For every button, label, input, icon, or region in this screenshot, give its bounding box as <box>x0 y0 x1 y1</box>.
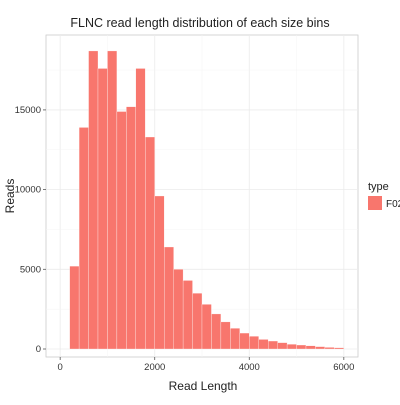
legend-label-f02: F02 <box>386 199 400 210</box>
histogram-bar <box>201 304 212 350</box>
legend: type F02 <box>368 181 400 210</box>
histogram-bar <box>249 336 259 350</box>
histogram-bar <box>145 136 155 350</box>
x-tick-label: 4000 <box>239 362 260 373</box>
histogram-bar <box>192 293 203 350</box>
axis-ticks: 0 2000 4000 6000 0 5000 10000 15000 <box>15 105 355 373</box>
histogram-bar <box>239 332 250 350</box>
histogram-bar <box>107 50 118 350</box>
histogram-bar <box>211 313 222 350</box>
legend-title: type <box>368 181 389 193</box>
chart-title: FLNC read length distribution of each si… <box>70 16 329 30</box>
histogram-bar <box>324 347 335 350</box>
histogram-bar <box>334 347 344 350</box>
x-tick-label: 6000 <box>333 362 354 373</box>
legend-key-f02 <box>368 196 382 210</box>
histogram-bar <box>78 127 89 350</box>
y-tick-label: 5000 <box>20 264 41 275</box>
histogram-bar <box>69 265 80 350</box>
histogram-bar <box>315 346 326 350</box>
histogram-bar <box>296 344 307 350</box>
y-tick-label: 10000 <box>15 185 41 196</box>
y-axis-label: Reads <box>3 179 17 214</box>
histogram-bar <box>154 195 165 350</box>
histogram-bar <box>126 106 136 350</box>
histogram-bar <box>220 321 231 350</box>
histogram-bar <box>164 246 174 350</box>
histogram-bar <box>135 68 146 350</box>
histogram-bar <box>88 50 99 350</box>
histogram-bar <box>277 342 288 350</box>
histogram-bar <box>258 339 269 350</box>
histogram-bar <box>268 340 278 350</box>
x-tick-label: 2000 <box>144 362 165 373</box>
histogram-bar <box>173 269 184 350</box>
histogram-bar <box>286 344 297 350</box>
histogram-bar <box>116 111 127 350</box>
histogram-bar <box>230 328 240 350</box>
histogram-bar <box>305 345 316 350</box>
y-tick-label: 15000 <box>15 105 41 116</box>
x-tick-label: 0 <box>58 362 63 373</box>
x-axis-label: Read Length <box>169 379 238 393</box>
histogram-bar <box>182 280 193 350</box>
histogram-bar <box>97 68 108 350</box>
y-tick-label: 0 <box>36 344 41 355</box>
bars <box>69 50 344 350</box>
